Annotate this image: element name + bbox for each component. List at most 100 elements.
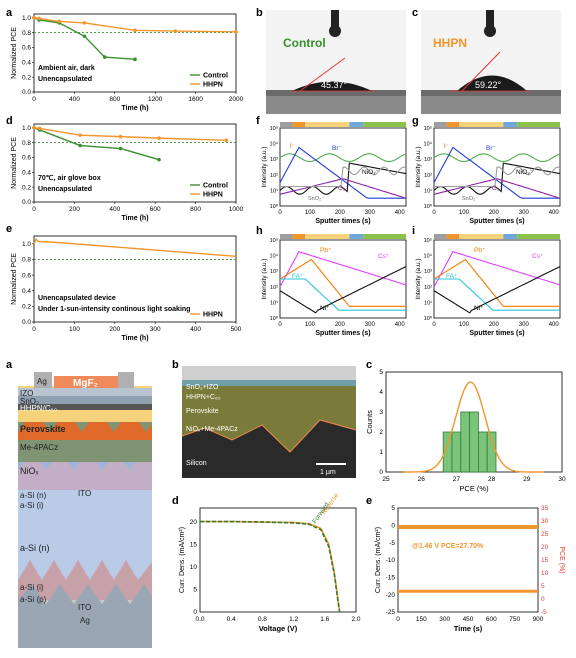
x-tick-label: 25 (382, 476, 390, 483)
ion-label-ni: Ni⁺ (320, 305, 330, 312)
panel-letter-d2: d (172, 495, 179, 507)
y-axis-label: Counts (365, 410, 374, 434)
stack-label-izo: IZO (20, 389, 33, 398)
x-tick-label: 200 (489, 210, 500, 216)
y-tick-label: 10⁰ (424, 315, 433, 322)
data-point-hhpn (173, 29, 178, 33)
condition-note-1: Unencapsulated device (38, 295, 116, 302)
panel-letter-i: i (412, 225, 415, 237)
stack-label-sno2: SnO₂ (20, 397, 39, 406)
y-tick-label-left: -20 (386, 592, 396, 599)
y-tick-label: 10 (190, 564, 198, 571)
panel-letter-g: g (412, 115, 419, 127)
ion-label-br: Br⁻ (486, 145, 497, 152)
ion-label-nio2: NiO₂⁻ (516, 169, 534, 176)
stack-label-hhpn: HHPN/C₆₀ (20, 404, 57, 413)
legend-label-hhpn: HHPN (203, 82, 223, 89)
droplet (457, 75, 527, 91)
angle-line (299, 57, 346, 92)
y-tick-label-right: 15 (541, 557, 549, 564)
y-tick-label: 10¹ (424, 188, 432, 194)
x-tick-label: 0 (278, 210, 282, 216)
x-tick-label: 0 (432, 322, 436, 328)
x-tick-label: 400 (395, 322, 406, 328)
ion-label-ni: Ni⁺ (474, 305, 484, 312)
ion-label-cs: Cs⁺ (532, 253, 544, 260)
trace-black (279, 162, 407, 195)
sem-silicon (182, 420, 356, 478)
panel-letter-e2: e (366, 495, 372, 507)
data-point-control (133, 57, 137, 62)
control-angle: 45.37° (321, 80, 348, 90)
x-tick-label: 300 (365, 322, 376, 328)
layer-band (363, 234, 406, 239)
sem-top-layer (182, 366, 356, 380)
trace-purple (279, 178, 407, 199)
contact-angle-hhpn: HHPN 59.22° (421, 10, 561, 114)
trace-black (433, 266, 561, 314)
ion-label-br: Br⁻ (332, 145, 343, 152)
condition-note-2: Under 1-sun-intensity continous light so… (38, 306, 190, 313)
trace-cyan (434, 278, 560, 311)
y-tick-label: 10⁰ (270, 315, 279, 322)
plot-frame (33, 13, 237, 93)
y-tick-label: 0.4 (22, 59, 31, 66)
ion-label-cs: Cs⁺ (378, 253, 390, 260)
contact-angle-control: Control 45.37° (266, 10, 406, 114)
data-point-hhpn (133, 28, 137, 33)
y-tick-label: 0.0 (22, 89, 31, 96)
panel-letter-a: a (6, 7, 13, 19)
sem-label-sno2: SnO₂+IZO (186, 384, 219, 391)
histogram-bar (451, 431, 462, 473)
legend-label-hhpn: HHPN (203, 192, 223, 199)
x-tick-label: 400 (549, 322, 560, 328)
trace-green (279, 153, 407, 163)
x-tick-label: 300 (519, 322, 530, 328)
y-tick-label: 1.0 (22, 125, 31, 132)
x-tick-label: 29 (523, 476, 531, 483)
x-tick-label: 200 (69, 206, 80, 213)
y-tick-label: 1.0 (22, 15, 31, 22)
ion-label-c2: C₂⁻ (492, 185, 503, 192)
x-tick-label: 300 (365, 210, 376, 216)
y-tick-label: 10⁵ (424, 125, 432, 132)
y-tick-label: 0 (193, 609, 197, 616)
sem-label-nio: NiOₓ+Me-4PACz (186, 426, 238, 433)
plot-frame (397, 507, 539, 613)
jv-curve-reverse (200, 520, 341, 613)
x-tick-label: 1000 (229, 206, 244, 213)
data-point-hhpn (32, 125, 36, 130)
condition-note-2: Unencapsulated (38, 76, 92, 83)
x-tick-label: 300 (150, 326, 161, 333)
x-tick-label: 750 (509, 616, 520, 623)
y-axis-label-left: Curr. Dens. (mA/cm²) (375, 527, 382, 593)
y-tick-label: 0.0 (22, 199, 31, 206)
chart-e-light-soaking: 0 100 200 300 400 500 0.0 0.2 0.4 0.6 0.8 1.0 Time (… (11, 235, 242, 342)
needle-drop (329, 25, 341, 37)
y-tick-label: 0.8 (22, 30, 31, 37)
stack-label-asi-p: a-Si (p) (20, 595, 47, 604)
x-tick-label: 0 (32, 96, 36, 103)
y-tick-label: 0.8 (22, 140, 31, 147)
sem-label-silicon: Silicon (186, 460, 207, 467)
stack-label-ito-bottom: ITO (78, 603, 91, 612)
x-tick-label: 200 (335, 210, 346, 216)
layer-izo (18, 388, 152, 396)
y-tick-label: 10⁴ (424, 253, 433, 260)
y-tick-label-left: 5 (391, 505, 395, 512)
panel-letter-a2: a (6, 359, 13, 371)
stack-label-asi-n-top: a-Si (n) (20, 491, 47, 500)
layer-band (517, 122, 560, 127)
panel-letter-f: f (256, 115, 260, 127)
droplet (292, 81, 372, 91)
panel-letter-c: c (412, 7, 418, 19)
angle-line (461, 51, 501, 92)
x-tick-label: 2000 (229, 96, 244, 103)
x-tick-label: 500 (231, 326, 242, 333)
y-tick-label: 1.0 (22, 241, 31, 248)
y-tick-label-right: 20 (541, 544, 549, 551)
fit-curve (403, 381, 545, 473)
layer-ito-bottom (18, 584, 152, 648)
hhpn-angle: 59.22° (475, 80, 502, 90)
chart-d2-jv-curve: 0.0 0.4 0.8 1.2 1.6 2.0 0 5 10 15 20 Voltage (V) Cur… (179, 492, 361, 633)
